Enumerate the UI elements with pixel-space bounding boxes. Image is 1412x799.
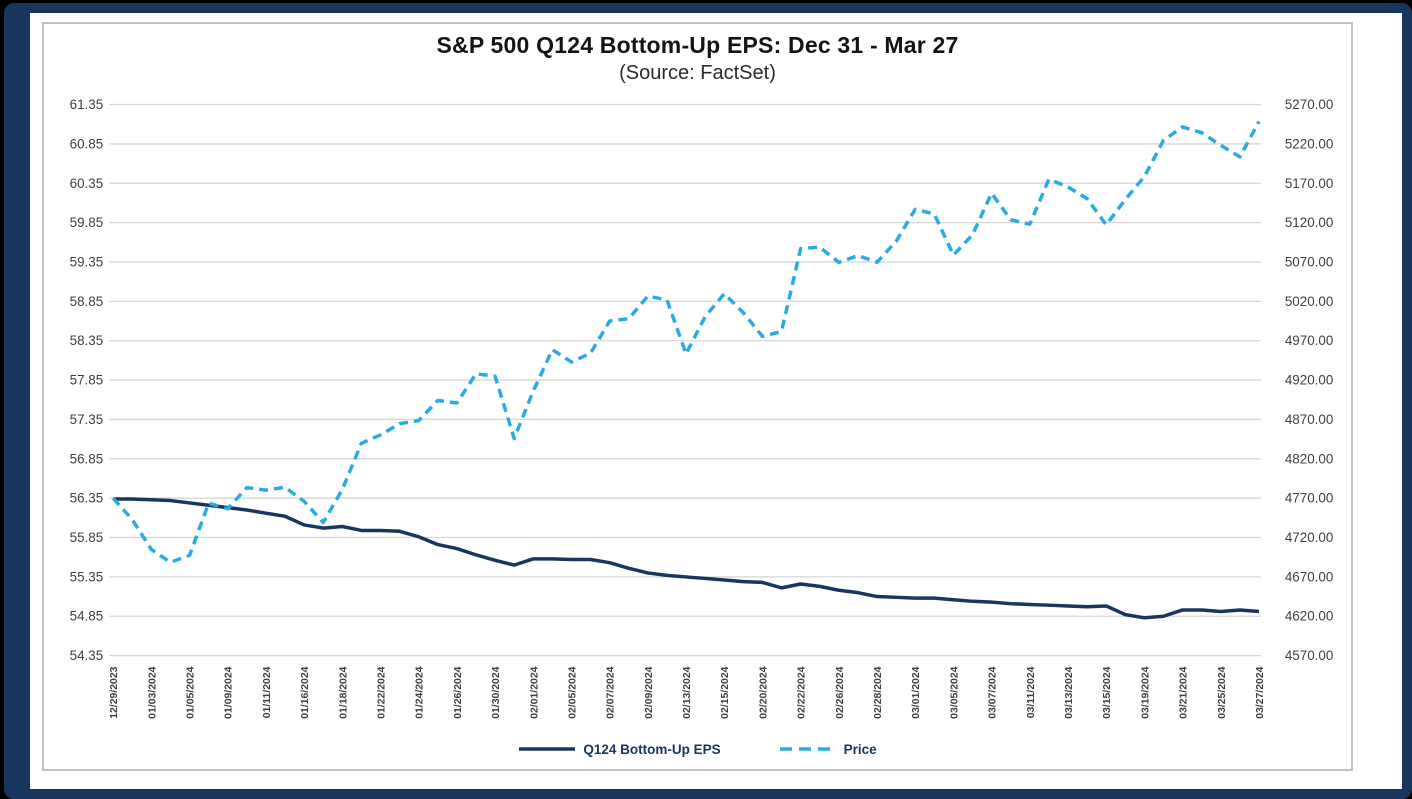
left-axis-tick-label: 61.35 <box>70 97 104 112</box>
right-axis-tick-label: 4770.00 <box>1285 491 1333 506</box>
left-axis-tick-label: 58.85 <box>70 294 104 309</box>
right-axis-tick-label: 5170.00 <box>1285 176 1333 191</box>
right-axis-tick-label: 4570.00 <box>1285 648 1333 663</box>
left-axis-tick-label: 60.85 <box>70 136 104 151</box>
x-axis-tick-label: 01/05/2024 <box>186 666 197 718</box>
x-axis-tick-label: 03/21/2024 <box>1179 666 1190 718</box>
price-series-line <box>111 120 1261 564</box>
x-axis-tick-label: 03/05/2024 <box>949 666 960 718</box>
legend-item-eps: Q124 Bottom-Up EPS <box>518 741 721 757</box>
left-axis-tick-label: 58.35 <box>70 333 104 348</box>
right-axis-tick-label: 4720.00 <box>1285 530 1333 545</box>
x-axis-tick-label: 02/28/2024 <box>873 666 884 718</box>
left-axis-tick-label: 56.35 <box>70 491 104 506</box>
x-axis-tick-label: 01/16/2024 <box>300 666 311 718</box>
left-axis-tick-label: 57.85 <box>70 373 104 388</box>
left-axis-tick-label: 55.85 <box>70 530 104 545</box>
x-axis-tick-label: 12/29/2023 <box>109 666 120 718</box>
x-axis-tick-label: 03/27/2024 <box>1255 666 1266 718</box>
left-axis-tick-label: 57.35 <box>70 412 104 427</box>
x-axis-tick-label: 01/24/2024 <box>415 666 426 718</box>
left-axis-tick-label: 54.35 <box>70 648 104 663</box>
x-axis-tick-label: 03/01/2024 <box>911 666 922 718</box>
chart-box: S&P 500 Q124 Bottom-Up EPS: Dec 31 - Mar… <box>42 22 1353 771</box>
right-axis-tick-label: 5270.00 <box>1285 97 1333 112</box>
outer-frame: S&P 500 Q124 Bottom-Up EPS: Dec 31 - Mar… <box>4 3 1412 799</box>
eps-series-line <box>113 497 1260 620</box>
left-axis-tick-label: 59.35 <box>70 254 104 269</box>
right-axis-tick-label: 4620.00 <box>1285 609 1333 624</box>
chart-subtitle: (Source: FactSet) <box>619 62 776 84</box>
right-axis-tick-label: 4920.00 <box>1285 373 1333 388</box>
x-axis-tick-label: 02/01/2024 <box>529 666 540 718</box>
x-axis-tick-label: 02/26/2024 <box>835 666 846 718</box>
x-axis-tick-label: 01/18/2024 <box>338 666 349 718</box>
x-axis-tick-label: 01/09/2024 <box>224 666 235 718</box>
x-axis-tick-label: 03/11/2024 <box>1026 666 1037 718</box>
right-axis-tick-label: 5020.00 <box>1285 294 1333 309</box>
x-axis-tick-label: 01/26/2024 <box>453 666 464 718</box>
price-line-sample-icon <box>779 747 836 751</box>
x-axis-tick-label: 02/13/2024 <box>682 666 693 718</box>
x-axis-tick-label: 02/09/2024 <box>644 666 655 718</box>
left-axis-tick-label: 56.85 <box>70 451 104 466</box>
right-axis-tick-label: 5120.00 <box>1285 215 1333 230</box>
x-axis-tick-label: 03/07/2024 <box>988 666 999 718</box>
right-axis-tick-label: 4820.00 <box>1285 451 1333 466</box>
x-axis-tick-label: 01/30/2024 <box>491 666 502 718</box>
right-axis-tick-label: 4970.00 <box>1285 333 1333 348</box>
left-axis-tick-label: 55.35 <box>70 569 104 584</box>
chart-surface: S&P 500 Q124 Bottom-Up EPS: Dec 31 - Mar… <box>30 13 1402 789</box>
legend-label-price: Price <box>843 741 877 757</box>
x-axis-tick-label: 02/05/2024 <box>567 666 578 718</box>
legend: Q124 Bottom-Up EPS Price <box>44 737 1351 761</box>
left-axis-tick-label: 59.85 <box>70 215 104 230</box>
x-axis-tick-label: 03/25/2024 <box>1217 666 1228 718</box>
x-axis-tick-label: 01/11/2024 <box>262 666 273 718</box>
right-axis-tick-label: 5070.00 <box>1285 254 1333 269</box>
left-axis-tick-label: 54.85 <box>70 609 104 624</box>
x-axis-tick-label: 03/19/2024 <box>1140 666 1151 718</box>
right-axis-tick-label: 4870.00 <box>1285 412 1333 427</box>
x-axis-tick-label: 01/22/2024 <box>376 666 387 718</box>
x-axis-tick-label: 02/20/2024 <box>758 666 769 718</box>
x-axis-tick-label: 02/15/2024 <box>720 666 731 718</box>
x-axis-tick-label: 01/03/2024 <box>147 666 158 718</box>
x-axis-tick-label: 02/07/2024 <box>606 666 617 718</box>
legend-item-price: Price <box>779 742 877 757</box>
left-axis-tick-label: 60.35 <box>70 176 104 191</box>
x-axis-tick-label: 02/22/2024 <box>797 666 808 718</box>
chart-canvas: 61.35 5270.00 60.85 5220.00 60.35 5170.00 59.8… <box>70 97 1334 719</box>
right-axis-tick-label: 5220.00 <box>1285 136 1333 151</box>
right-axis-tick-label: 4670.00 <box>1285 569 1333 584</box>
legend-label-eps: Q124 Bottom-Up EPS <box>583 741 721 757</box>
x-axis-tick-label: 03/15/2024 <box>1102 666 1113 718</box>
x-axis-tick-label: 03/13/2024 <box>1064 666 1075 718</box>
eps-line-sample-icon <box>519 747 576 751</box>
chart-title: S&P 500 Q124 Bottom-Up EPS: Dec 31 - Mar… <box>436 32 959 58</box>
